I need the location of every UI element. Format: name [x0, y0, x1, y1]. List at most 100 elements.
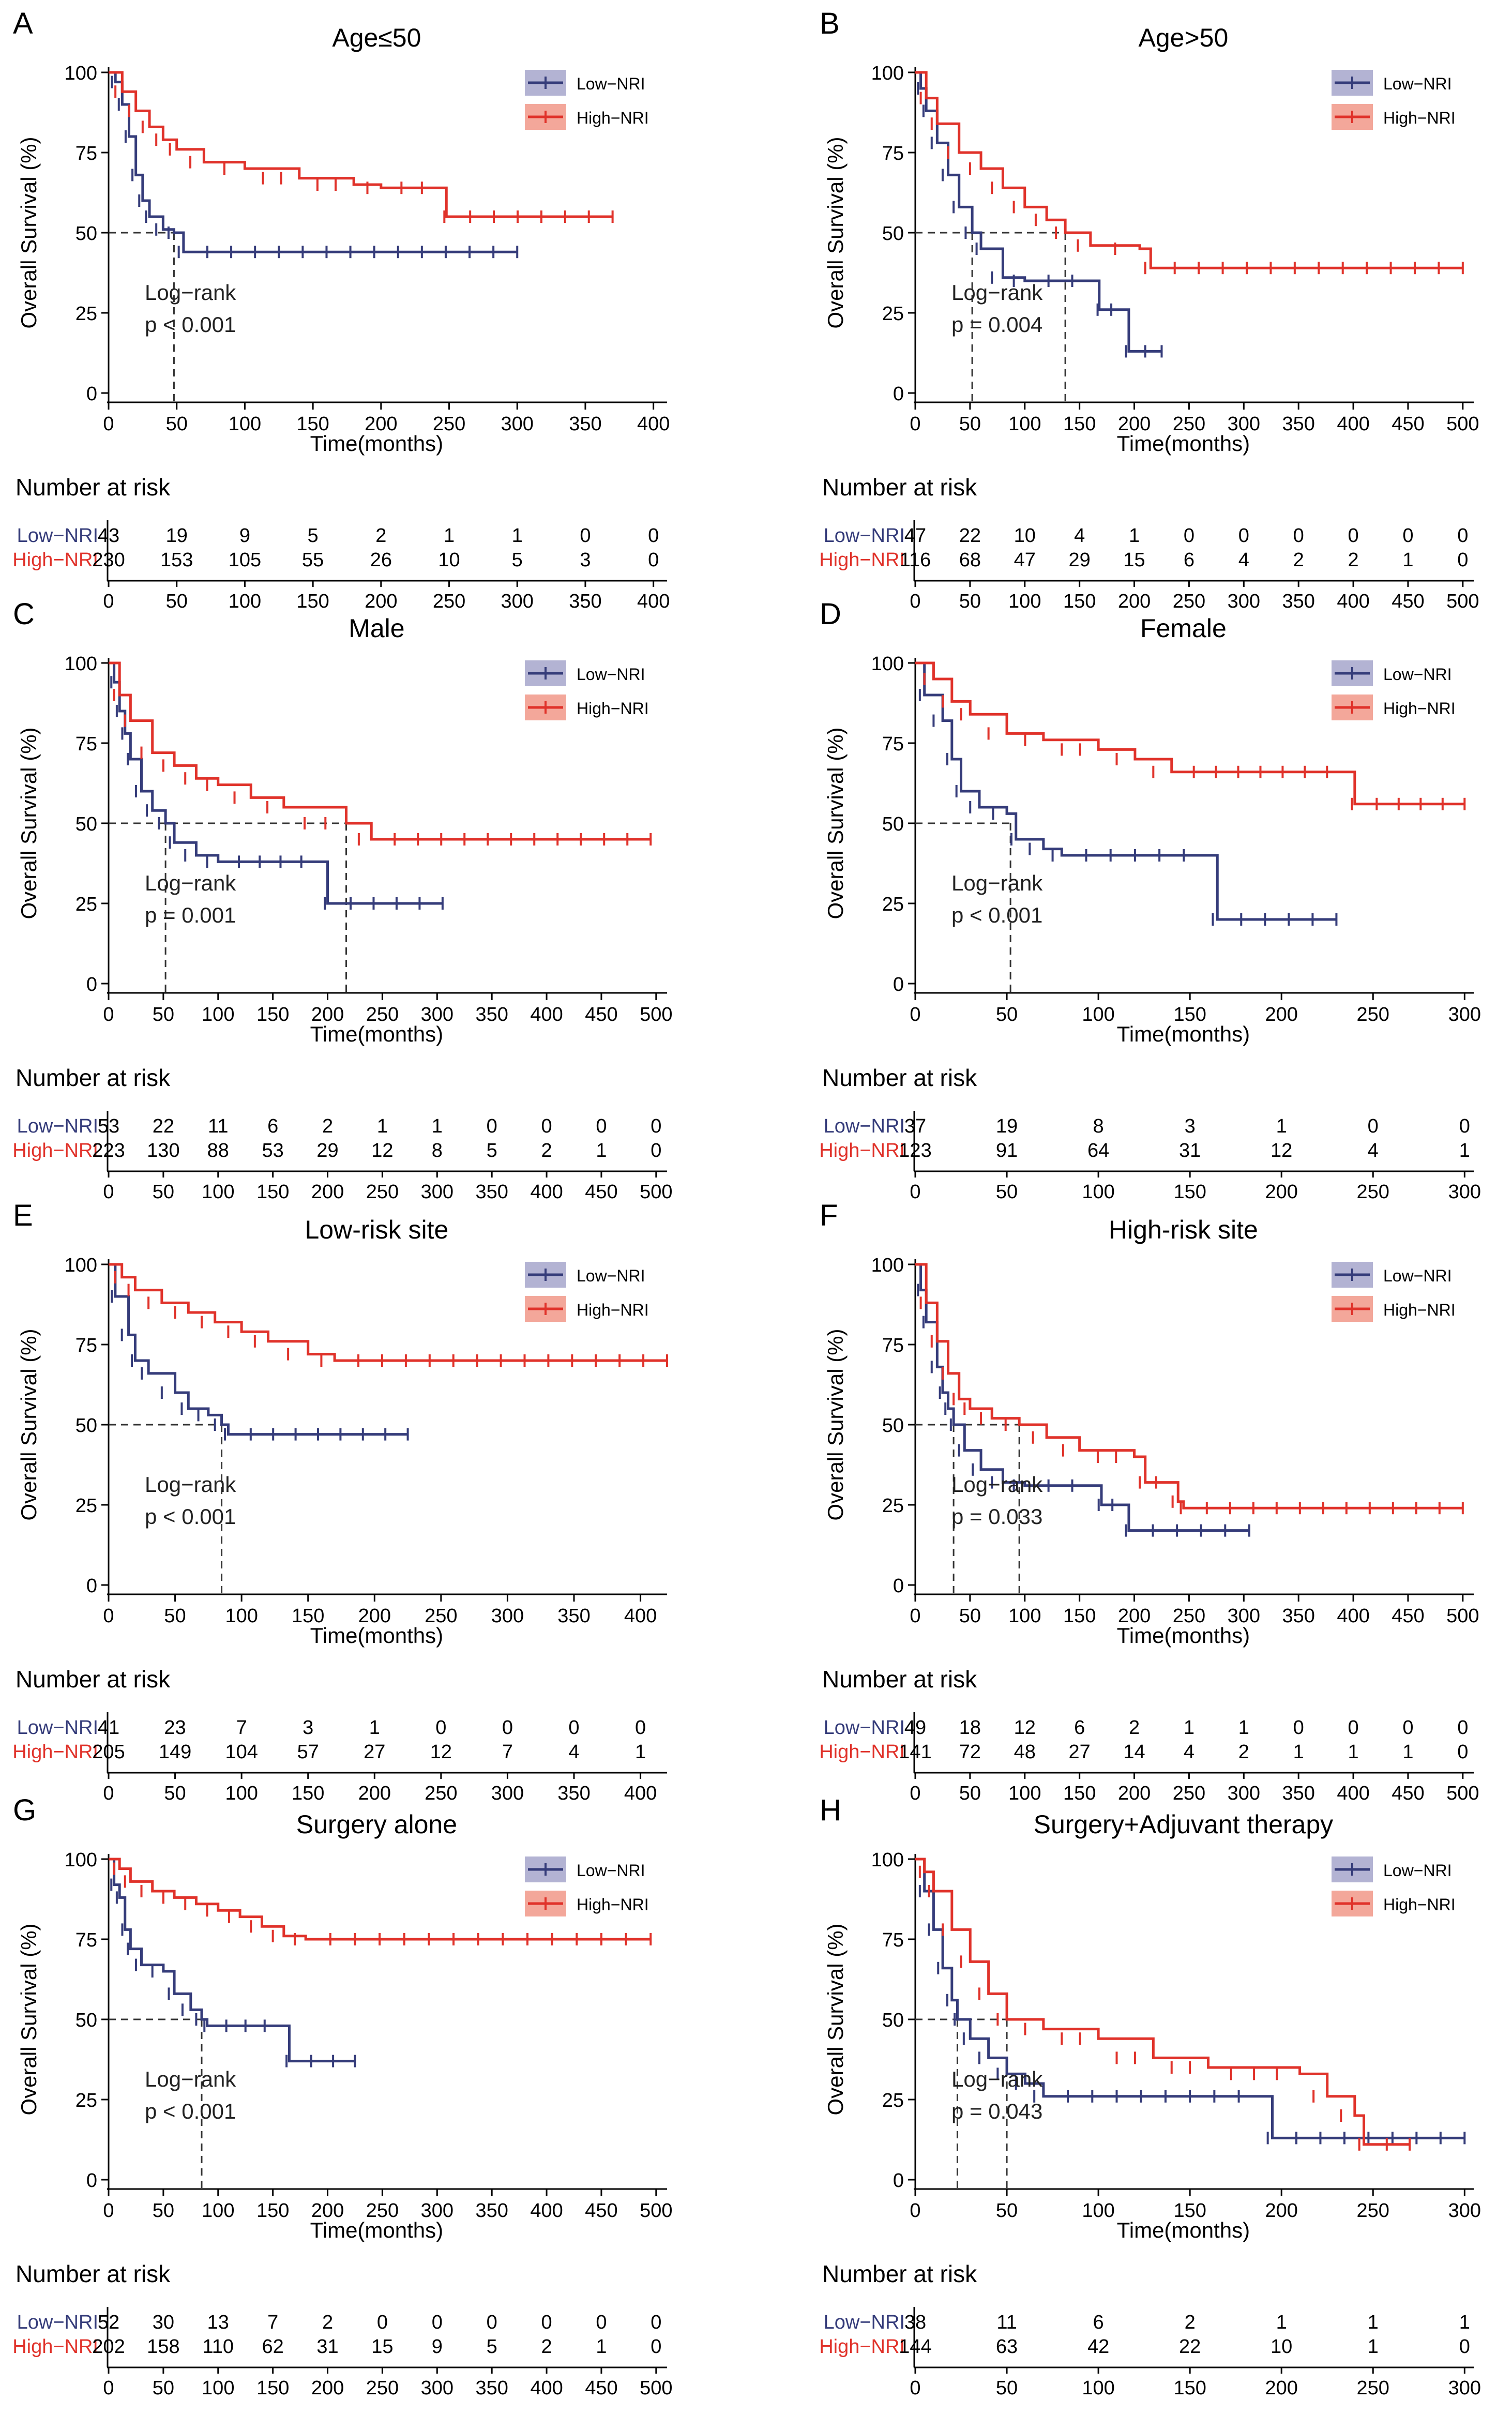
panel-letter: G	[13, 1793, 36, 1827]
risk-table-tick-label: 450	[585, 2377, 617, 2399]
risk-count-high: 116	[900, 549, 931, 571]
risk-count-high: 230	[92, 549, 125, 571]
x-tick-label: 400	[530, 1004, 563, 1025]
risk-table-tick-label: 300	[501, 591, 534, 612]
log-rank-label: Log−rank	[951, 2067, 1043, 2091]
x-tick-label: 350	[475, 2200, 508, 2222]
panel-f: F High-risk site Overall Survival (%) 0 25 50…	[819, 1199, 1479, 1804]
panel-letter: C	[13, 597, 35, 631]
risk-count-low: 0	[568, 1717, 579, 1739]
log-rank-label: Log−rank	[145, 871, 236, 895]
risk-count-high: 5	[512, 549, 523, 571]
risk-count-low: 5	[308, 525, 319, 547]
x-tick-label: 300	[421, 1004, 453, 1025]
x-tick-label: 150	[1173, 2200, 1206, 2222]
risk-count-high: 10	[438, 549, 460, 571]
legend-label: High−NRI	[1383, 1895, 1456, 1914]
y-tick-label: 50	[75, 2010, 97, 2031]
risk-table-tick-label: 250	[366, 2377, 399, 2399]
legend-label: High−NRI	[577, 699, 649, 718]
risk-count-high: 1	[596, 1140, 607, 1161]
risk-row-label-low: Low−NRI	[824, 1717, 905, 1739]
risk-count-low: 43	[98, 525, 119, 547]
x-tick-label: 400	[1337, 413, 1369, 435]
risk-table-tick-label: 500	[1446, 591, 1479, 612]
risk-count-low: 0	[1184, 525, 1195, 547]
risk-table-title: Number at risk	[16, 474, 171, 501]
risk-count-high: 26	[370, 549, 392, 571]
chart-title: Surgery+Adjuvant therapy	[1034, 1810, 1334, 1839]
x-tick-label: 150	[256, 1004, 289, 1025]
risk-table-tick-label: 400	[624, 1783, 657, 1804]
risk-count-low: 0	[635, 1717, 646, 1739]
legend-low-nri: Low−NRI	[525, 660, 645, 686]
panel-letter: D	[820, 597, 841, 631]
risk-count-low: 52	[98, 2312, 119, 2333]
risk-count-low: 38	[904, 2312, 926, 2333]
risk-row-label-high: High−NRI	[12, 549, 98, 571]
risk-count-high: 1	[1348, 1741, 1358, 1763]
chart-title: High-risk site	[1109, 1215, 1258, 1244]
legend-label: Low−NRI	[1383, 665, 1452, 684]
risk-table-tick-label: 250	[433, 591, 465, 612]
x-tick-label: 250	[425, 1605, 457, 1627]
legend-label: Low−NRI	[577, 665, 645, 684]
risk-table-tick-label: 50	[153, 2377, 174, 2399]
y-tick-label: 100	[871, 63, 904, 84]
chart-title: Female	[1140, 614, 1227, 643]
risk-count-high: 223	[92, 1140, 125, 1161]
risk-table-tick-label: 200	[1118, 591, 1151, 612]
panel-e: E Low-risk site Overall Survival (%) 0 25 50 7…	[12, 1199, 668, 1804]
y-tick-label: 50	[75, 223, 97, 245]
risk-count-high: 29	[1069, 549, 1091, 571]
legend-high-nri: High−NRI	[525, 104, 649, 130]
risk-count-low: 0	[1402, 525, 1413, 547]
risk-count-low: 1	[1129, 525, 1140, 547]
risk-row-label-high: High−NRI	[819, 1140, 905, 1161]
risk-count-high: 0	[648, 549, 659, 571]
risk-count-high: 0	[1457, 1741, 1468, 1763]
risk-count-low: 0	[541, 2312, 552, 2333]
risk-count-low: 0	[1348, 1717, 1358, 1739]
y-tick-label: 25	[75, 303, 97, 325]
p-value: p = 0.004	[951, 312, 1042, 337]
y-tick-label: 75	[75, 733, 97, 755]
risk-table-tick-label: 350	[475, 1181, 508, 1203]
y-tick-label: 0	[86, 1575, 97, 1597]
y-tick-label: 75	[75, 1335, 97, 1356]
risk-count-high: 72	[959, 1741, 981, 1763]
log-rank-label: Log−rank	[951, 280, 1043, 305]
x-tick-label: 300	[1448, 1004, 1481, 1025]
risk-table-tick-label: 400	[530, 1181, 563, 1203]
x-tick-label: 100	[202, 1004, 234, 1025]
risk-count-low: 19	[996, 1115, 1018, 1137]
x-tick-label: 300	[501, 413, 534, 435]
legend-low-nri: Low−NRI	[525, 1856, 645, 1882]
risk-table-tick-label: 150	[256, 2377, 289, 2399]
risk-row-label-low: Low−NRI	[17, 525, 98, 547]
risk-count-high: 0	[651, 1140, 661, 1161]
risk-table-tick-label: 50	[996, 1181, 1018, 1203]
y-axis-label: Overall Survival (%)	[823, 137, 848, 328]
risk-table-tick-label: 400	[637, 591, 670, 612]
risk-table-tick-label: 150	[292, 1783, 324, 1804]
risk-row-label-high: High−NRI	[819, 2336, 905, 2358]
high-nri-curve	[915, 1858, 1410, 2146]
risk-table-tick-label: 0	[103, 2377, 114, 2399]
risk-table-tick-label: 250	[366, 1181, 399, 1203]
x-tick-label: 450	[1392, 413, 1424, 435]
risk-count-high: 1	[635, 1741, 646, 1763]
risk-count-low: 0	[1293, 525, 1304, 547]
risk-table-tick-label: 500	[640, 2377, 672, 2399]
y-tick-label: 25	[75, 894, 97, 915]
x-tick-label: 100	[1082, 2200, 1114, 2222]
x-tick-label: 250	[433, 413, 465, 435]
x-tick-label: 150	[1173, 1004, 1206, 1025]
risk-count-low: 47	[904, 525, 926, 547]
y-tick-label: 0	[86, 974, 97, 995]
risk-count-low: 0	[432, 2312, 443, 2333]
x-axis-label: Time(months)	[1117, 1022, 1250, 1046]
risk-count-high: 10	[1271, 2336, 1292, 2358]
x-tick-label: 300	[491, 1605, 524, 1627]
